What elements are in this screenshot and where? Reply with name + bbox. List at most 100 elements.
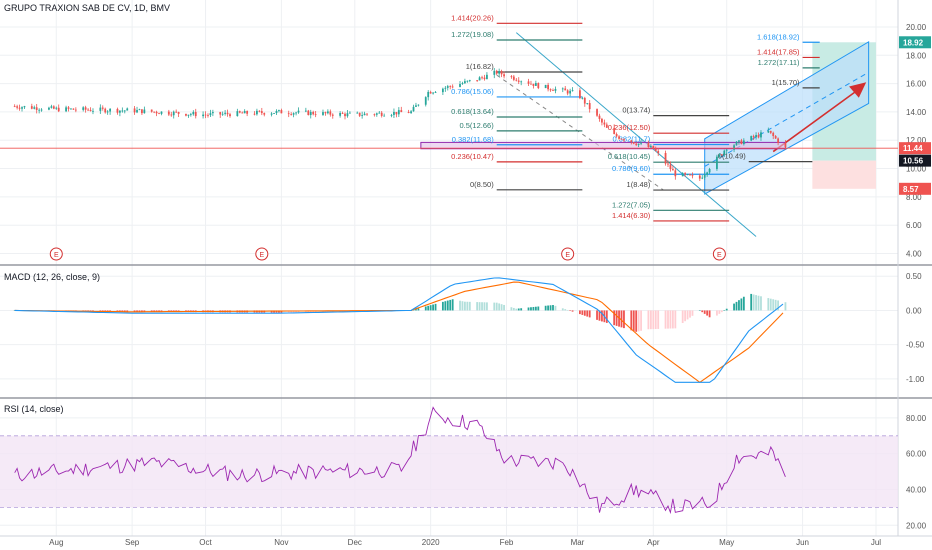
earnings-marker [561,247,575,261]
candle-body [760,132,762,138]
macd-histogram-bar [654,310,657,330]
macd-histogram-bar [620,310,623,328]
candle-body [464,81,466,84]
macd-histogram-bar [583,310,586,316]
rsi-axis-tick: 80.00 [906,414,927,423]
candle-body [486,74,488,80]
macd-histogram-bar [547,305,549,311]
candle-body [552,90,554,92]
candle-body [99,107,102,111]
candle-body [344,113,346,117]
macd-line [14,277,784,383]
fib-level-label: 0(8.50) [470,180,494,189]
price-axis-tick: 12.00 [906,136,927,145]
candle-body [441,88,444,93]
candle-body [569,90,572,94]
candle-body [630,140,633,143]
macd-histogram-bar [725,308,728,311]
candle-body [772,132,775,137]
macd-histogram-bar [657,310,660,329]
candle-body [13,106,16,108]
macd-histogram-bar [667,310,669,329]
macd-histogram-bar [637,310,640,332]
candle-body [596,109,598,116]
macd-histogram-bar [649,310,652,330]
macd-histogram-bar [121,310,124,312]
candle-body [383,115,386,117]
candle-body [326,111,329,114]
candle-body [434,92,437,93]
candle-body [363,113,366,116]
candle-body [481,77,483,79]
macd-histogram-bar [757,295,760,311]
macd-histogram-bar [691,310,694,316]
candle-body [23,106,26,108]
macd-histogram-bar [503,304,505,311]
candle-body [691,175,694,177]
fib-level-label: 0.618(13.64) [451,107,494,116]
candle-body [689,174,691,176]
macd-histogram-bar [635,310,638,332]
candle-body [346,113,349,117]
macd-axis-tick: 0.00 [906,306,922,315]
macd-histogram-bar [718,310,721,314]
macd-histogram-bar [601,310,603,322]
candle-body [21,107,23,109]
candle-body [547,84,549,90]
time-axis-tick: Jul [871,538,881,547]
macd-histogram-bar [141,310,143,312]
macd-histogram-bar [703,310,706,314]
candle-body [397,110,400,115]
macd-histogram-bar [493,302,496,311]
candle-body [579,90,581,99]
candle-body [33,107,36,109]
time-axis-tick: Apr [647,538,660,547]
candle-body [136,110,138,113]
candle-body [309,111,312,116]
candle-body [270,113,273,115]
macd-histogram-bar [767,298,770,311]
macd-histogram-bar [136,310,138,312]
price-axis-badge [899,182,931,195]
candle-body [718,154,721,157]
candle-body [537,83,540,89]
candle-body [701,177,704,179]
candle-body [322,112,324,115]
macd-histogram-bar [615,310,618,326]
candle-body [312,111,315,115]
candle-body [246,111,249,114]
rsi-line [14,406,786,515]
candle-body [185,113,187,116]
candle-body [451,86,454,88]
macd-histogram-bar [444,301,447,311]
candle-body [667,163,669,165]
fib-level-label: 0(10.49) [718,152,746,161]
rsi-axis-tick: 20.00 [906,521,927,530]
candle-body [581,97,584,99]
price-axis-tick: 18.00 [906,51,927,60]
candle-body [767,130,770,133]
price-axis-tick: 14.00 [906,108,927,117]
macd-histogram-bar [520,308,523,311]
candle-body [716,156,718,170]
time-axis-tick: Sep [125,538,140,547]
candle-body [307,110,310,116]
candle-body [35,107,38,110]
time-axis-tick: Feb [500,538,514,547]
fib-level-label: 0(13.74) [622,106,650,115]
candle-body [238,111,241,113]
candle-body [65,107,67,112]
candle-body [229,114,231,117]
macd-histogram-bar [569,310,572,311]
candle-body [698,175,701,179]
candle-body [493,70,496,75]
macd-histogram-bar [464,301,466,311]
candle-body [432,92,434,94]
fib-level-label: 1(15.70) [772,78,800,87]
candle-body [55,107,58,109]
candle-body [324,112,327,114]
candle-body [530,83,532,85]
macd-histogram-bar [723,310,726,311]
macd-histogram-bar [740,298,743,311]
